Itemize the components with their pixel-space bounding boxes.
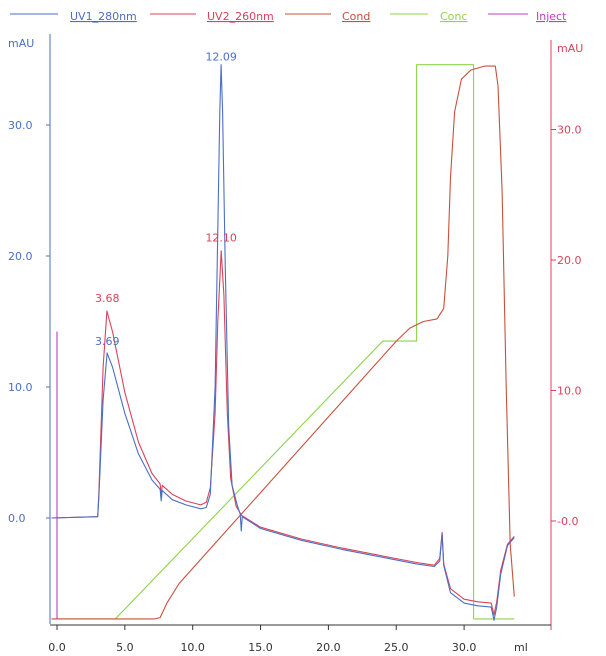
x-tick-label: 5.0 [116, 641, 134, 654]
peak-labels: 12.09 12.10 3.68 3.69 [95, 51, 237, 348]
legend-label-uv2: UV2_260nm [207, 10, 274, 23]
peak-label: 12.09 [205, 51, 237, 64]
x-axis-label: ml [514, 641, 528, 654]
x-tick-label: 15.0 [248, 641, 273, 654]
left-tick-label: 0.0 [8, 512, 26, 525]
series-uv2-260nm-line [51, 250, 515, 616]
legend: UV1_280nm UV2_260nm Cond Conc Inject [10, 10, 567, 23]
x-tick-label: 25.0 [384, 641, 409, 654]
left-axis-ticks: 0.0 10.0 20.0 30.0 [8, 119, 50, 525]
left-tick-label: 20.0 [8, 250, 33, 263]
legend-entry-cond: Cond [285, 10, 370, 23]
x-tick-label: 30.0 [452, 641, 477, 654]
left-tick-label: 30.0 [8, 119, 33, 132]
right-axis-unit: mAU [557, 42, 583, 55]
legend-entry-uv1: UV1_280nm [10, 10, 137, 23]
series-cond-line [51, 65, 515, 620]
right-tick-label: 20.0 [557, 254, 582, 267]
legend-entry-uv2: UV2_260nm [150, 10, 274, 23]
legend-entry-conc: Conc [390, 10, 467, 23]
x-tick-label: 0.0 [48, 641, 66, 654]
right-tick-label: -0.0 [557, 515, 578, 528]
peak-label: 3.69 [95, 335, 120, 348]
legend-label-cond: Cond [342, 10, 370, 23]
legend-entry-inject: Inject [488, 10, 567, 23]
x-tick-label: 20.0 [316, 641, 341, 654]
series-layer [51, 64, 515, 621]
peak-label: 3.68 [95, 292, 120, 305]
peak-label: 12.10 [205, 232, 237, 245]
right-axis-ticks: -0.0 10.0 20.0 30.0 [551, 124, 582, 528]
left-axis-unit: mAU [8, 37, 34, 50]
series-conc-line [51, 64, 515, 620]
legend-label-conc: Conc [440, 10, 467, 23]
series-uv1-280nm-line [51, 64, 515, 621]
right-tick-label: 30.0 [557, 124, 582, 137]
legend-label-inject: Inject [536, 10, 567, 23]
left-tick-label: 10.0 [8, 381, 33, 394]
x-axis-ticks: 0.0 5.0 10.0 15.0 20.0 25.0 30.0 [48, 625, 476, 654]
right-tick-label: 10.0 [557, 385, 582, 398]
legend-label-uv1: UV1_280nm [70, 10, 137, 23]
x-tick-label: 10.0 [180, 641, 205, 654]
